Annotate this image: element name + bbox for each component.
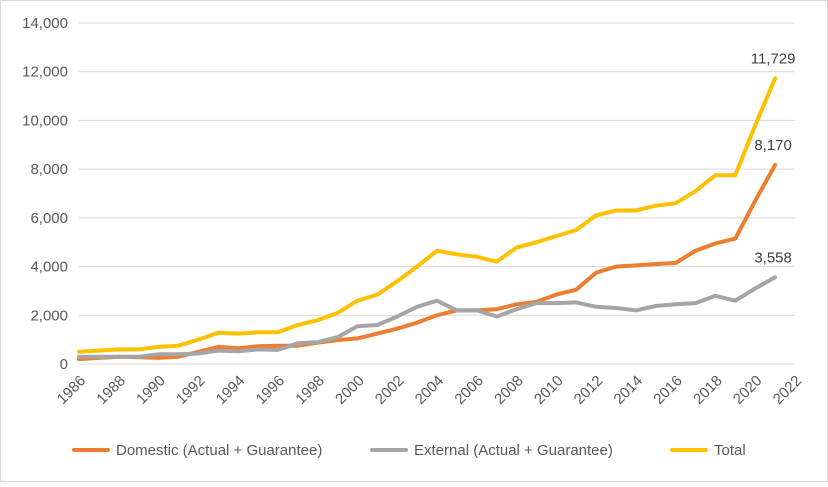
y-tick-label: 0 xyxy=(60,356,68,373)
y-tick-label: 6,000 xyxy=(30,210,68,227)
series-line-2 xyxy=(77,76,778,354)
series-line-1 xyxy=(77,275,778,359)
y-tick-label: 2,000 xyxy=(30,307,68,324)
series-lines xyxy=(77,76,778,362)
data-label-1: 3,558 xyxy=(754,249,792,266)
y-tick-label: 14,000 xyxy=(22,15,68,32)
data-label-0: 8,170 xyxy=(754,137,792,154)
y-tick-label: 8,000 xyxy=(30,161,68,178)
legend: Domestic (Actual + Guarantee) External (A… xyxy=(72,442,746,459)
legend-label-0: Domestic (Actual + Guarantee) xyxy=(116,442,322,459)
legend-label-2: Total xyxy=(714,442,746,459)
data-labels: 8,170 3,558 11,729 xyxy=(751,50,796,266)
gridlines xyxy=(79,22,795,365)
y-tick-label: 12,000 xyxy=(22,64,68,81)
y-tick-label: 10,000 xyxy=(22,112,68,129)
data-label-2: 11,729 xyxy=(751,50,796,67)
legend-label-1: External (Actual + Guarantee) xyxy=(414,442,613,459)
y-tick-label: 4,000 xyxy=(30,259,68,276)
